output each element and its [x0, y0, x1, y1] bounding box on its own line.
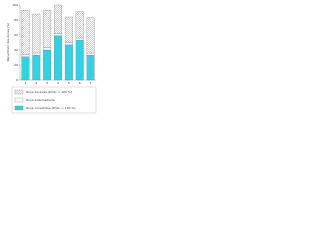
legend-label: Zone excavée (Prob. > 100 %) — [26, 90, 72, 94]
y-tick-label: 40 — [14, 48, 18, 52]
bar-segment — [54, 33, 62, 36]
bar-segment — [32, 55, 41, 81]
y-tick-label: 0 — [16, 78, 18, 82]
bar-segment — [54, 4, 62, 34]
bar-segment — [75, 11, 84, 39]
chart: Répartition des zones (%) 0 20 40 60 80 100 1 2… — [6, 3, 97, 114]
bar-segment — [64, 44, 73, 81]
bar-segment — [64, 42, 73, 45]
page: Répartition des zones (%) 0 20 40 60 80 100 1 2… — [0, 0, 320, 115]
x-tick-label: 5 — [68, 81, 70, 85]
bar-segment — [64, 16, 73, 43]
bar-segment — [86, 17, 95, 54]
bar-segment — [54, 35, 62, 81]
bar-segment — [75, 40, 84, 81]
y-tick-label: 20 — [14, 63, 18, 67]
legend-label: Zone consolidée (Prob. < 100 %) — [26, 106, 76, 110]
bar-segment — [75, 37, 84, 41]
bar-segment — [21, 10, 30, 55]
bar-segment — [43, 49, 52, 81]
x-tick-label: 1 — [24, 81, 26, 85]
legend-swatch — [14, 105, 24, 111]
legend-label: Zone intermédiaire — [26, 98, 55, 102]
bar-segment — [21, 56, 30, 81]
y-tick-label: 80 — [14, 18, 18, 22]
bar-segment — [32, 52, 41, 56]
x-tick-label: 6 — [79, 81, 81, 85]
x-tick-label: 4 — [57, 81, 59, 85]
bar-segment — [21, 54, 30, 57]
x-tick-label: 3 — [46, 81, 48, 85]
bar-segment — [86, 55, 95, 81]
y-tick-label: 100 — [12, 3, 18, 7]
bar-segment — [86, 52, 95, 56]
bar-segment — [43, 47, 52, 51]
y-tick-label: 60 — [14, 33, 18, 37]
x-tick-label: 7 — [90, 81, 92, 85]
x-tick-label: 2 — [35, 81, 37, 85]
bar-segment — [32, 13, 41, 54]
legend-swatch — [14, 89, 24, 95]
bar-segment — [43, 10, 52, 48]
legend-box — [11, 86, 97, 114]
legend-swatch — [14, 97, 24, 103]
y-axis-label: Répartition des zones (%) — [6, 23, 10, 62]
